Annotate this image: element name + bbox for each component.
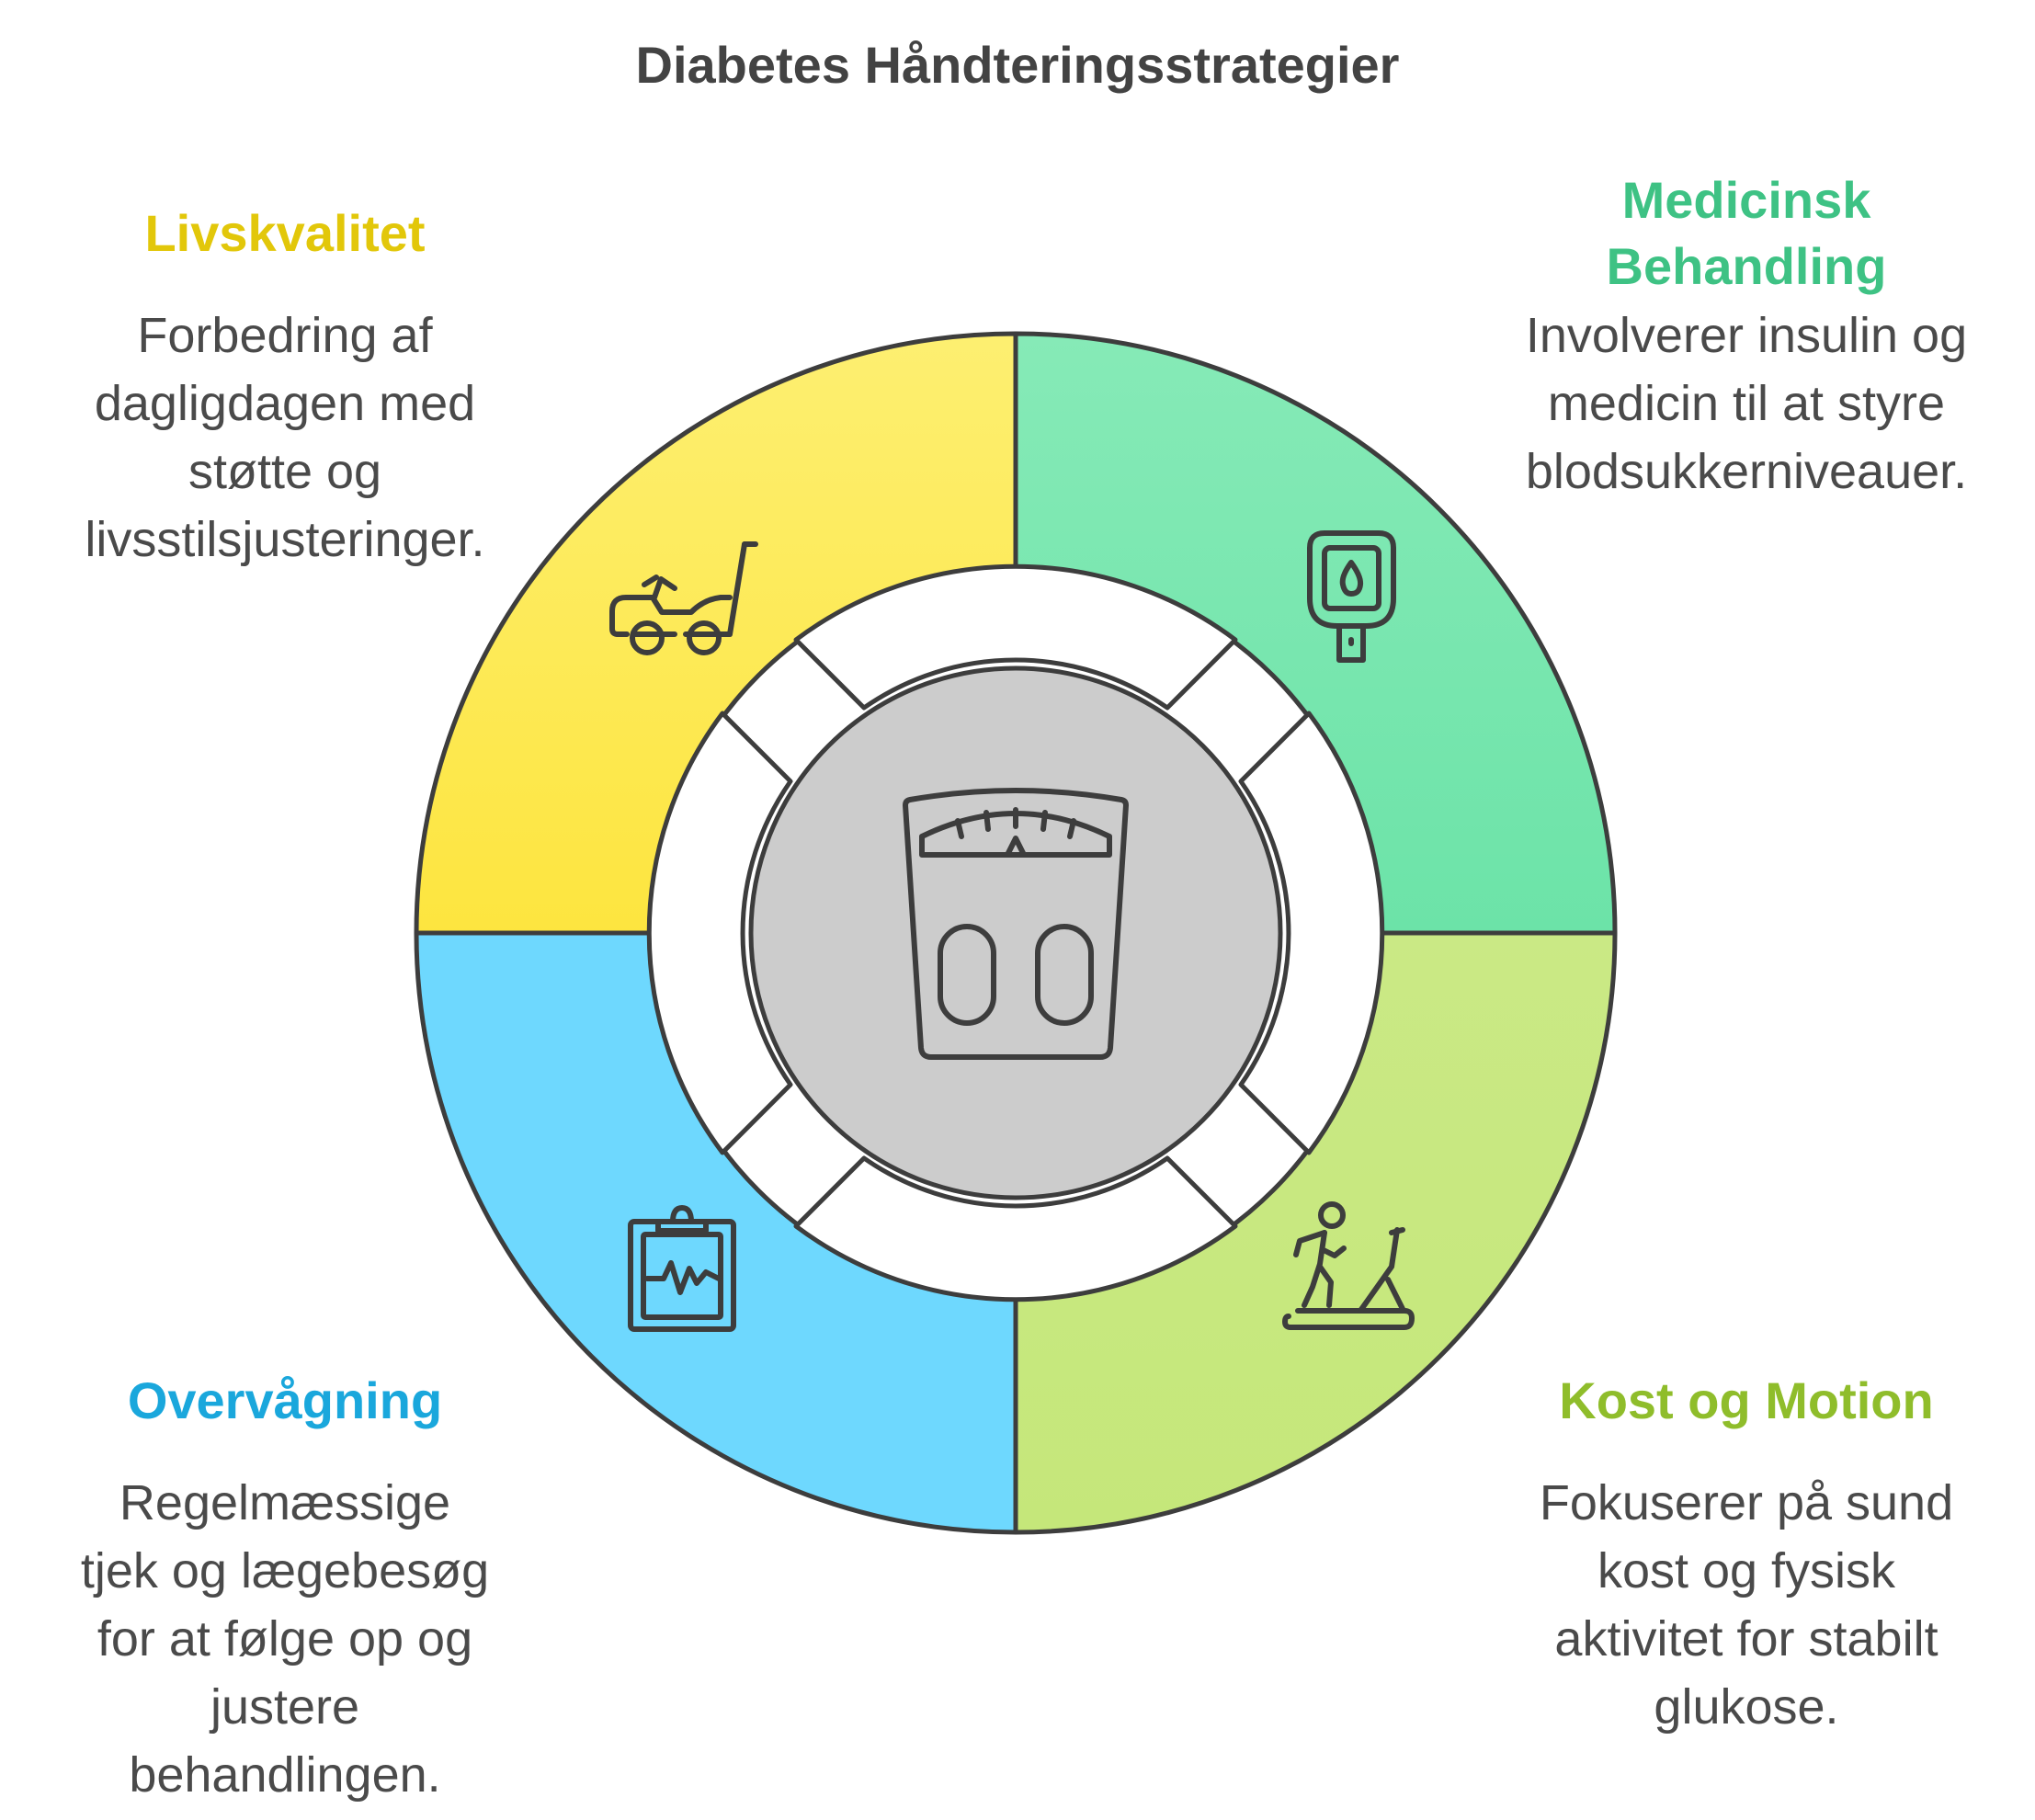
bathroom-scale-icon: [903, 788, 1129, 1060]
section-medicinsk-description: Involverer insulin og medicin til at sty…: [1471, 301, 2022, 506]
lawn-tractor-icon: [609, 541, 758, 655]
section-kost-description: Fokuserer på sund kost og fysisk aktivit…: [1471, 1469, 2022, 1741]
desc-line: Regelmæssige: [119, 1475, 451, 1530]
title-line: Kost og Motion: [1559, 1371, 1934, 1429]
section-medicinsk-title: Medicinsk Behandling: [1471, 167, 2022, 300]
desc-line: støtte og: [188, 444, 382, 499]
title-line: Medicinsk: [1621, 171, 1871, 229]
center-circle: [748, 665, 1283, 1200]
title-line: Overvågning: [127, 1371, 443, 1429]
desc-line: for at følge op og: [97, 1611, 473, 1666]
treadmill-icon: [1282, 1201, 1415, 1330]
section-livskvalitet-title: Livskvalitet: [55, 200, 515, 267]
clipboard-chart-icon: [628, 1205, 736, 1332]
title-line: Behandling: [1606, 237, 1887, 295]
desc-line: blodsukkerniveauer.: [1525, 444, 1968, 499]
desc-line: justere: [210, 1679, 360, 1735]
desc-line: livsstilsjusteringer.: [85, 512, 485, 567]
gap-right: [1238, 711, 1385, 1155]
desc-line: kost og fysisk: [1597, 1543, 1896, 1598]
section-overvagning-description: Regelmæssige tjek og lægebesøg for at fø…: [18, 1469, 551, 1809]
desc-line: aktivitet for stabilt: [1554, 1611, 1938, 1666]
desc-line: glukose.: [1654, 1679, 1839, 1735]
desc-line: medicin til at styre: [1547, 376, 1946, 431]
desc-line: tjek og lægebesøg: [80, 1543, 490, 1598]
gap-left: [646, 711, 793, 1155]
desc-line: Involverer insulin og: [1525, 308, 1968, 363]
desc-line: dagligdagen med: [94, 376, 476, 431]
glucose-meter-icon: [1307, 530, 1396, 663]
section-kost-title: Kost og Motion: [1471, 1368, 2022, 1434]
desc-line: behandlingen.: [129, 1747, 441, 1803]
gap-bottom: [793, 1155, 1238, 1302]
section-overvagning-title: Overvågning: [55, 1368, 515, 1434]
desc-line: Forbedring af: [137, 308, 433, 363]
desc-line: Fokuserer på sund: [1539, 1475, 1954, 1530]
title-line: Livskvalitet: [144, 204, 426, 262]
diagram-title: Diabetes Håndteringsstrategier: [635, 36, 1400, 94]
section-livskvalitet-description: Forbedring af dagligdagen med støtte og …: [18, 301, 551, 574]
gap-top: [793, 563, 1238, 711]
